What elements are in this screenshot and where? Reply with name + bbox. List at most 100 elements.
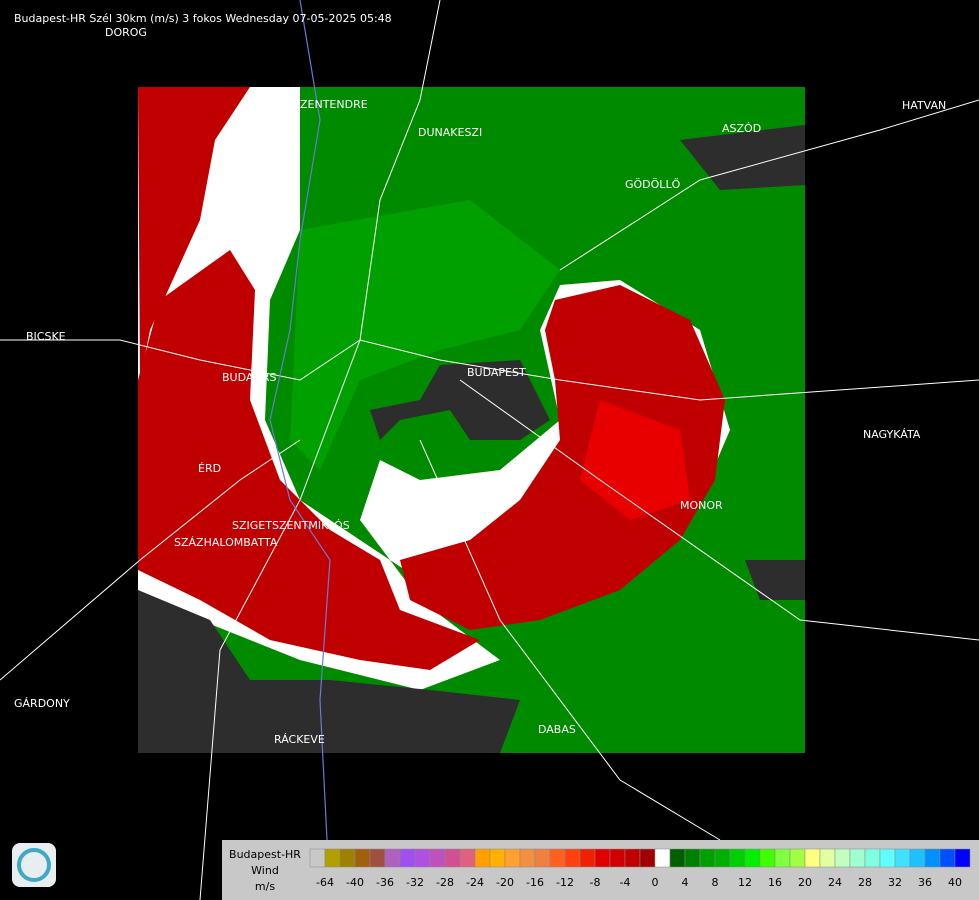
legend-swatch	[729, 848, 746, 868]
legend-swatch	[699, 848, 716, 868]
legend-swatch	[339, 848, 356, 868]
river	[269, 0, 331, 900]
legend-label: -40	[346, 876, 364, 889]
legend-swatch	[804, 848, 821, 868]
legend-swatch	[549, 848, 566, 868]
no-echo-northeast	[680, 125, 805, 190]
legend-swatch	[369, 848, 386, 868]
place-label: DUNAKESZI	[418, 126, 482, 139]
place-label: BUDAÖRS	[222, 371, 277, 384]
no-echo-east	[745, 560, 805, 600]
legend-swatch	[459, 848, 476, 868]
place-label: NAGYKÁTA	[863, 428, 921, 441]
legend-swatch	[714, 848, 731, 868]
legend-swatch	[684, 848, 701, 868]
legend-label: 24	[828, 876, 842, 889]
legend-label: 16	[768, 876, 782, 889]
legend-swatch	[924, 848, 941, 868]
legend-quantity: Wind	[251, 864, 279, 877]
no-echo-south	[138, 590, 520, 753]
radar-image	[138, 87, 805, 753]
legend-label: -32	[406, 876, 424, 889]
place-label: ÉRD	[198, 462, 221, 475]
legend-swatch	[654, 848, 671, 868]
legend-radar: Budapest-HR	[229, 848, 301, 861]
legend-label: -36	[376, 876, 394, 889]
logo	[12, 843, 56, 887]
echo-red-east	[400, 285, 725, 630]
road	[559, 99, 979, 271]
place-label: SZIGETSZENTMIKLÓS	[232, 519, 350, 532]
place-labels: DOROG SZENTENDRE DUNAKESZI HATVAN ASZÓD GÖDÖL…	[14, 26, 969, 900]
echo-light-green	[290, 200, 560, 470]
legend-label: -64	[316, 876, 334, 889]
legend: Budapest-HR Wind m/s -64 -40 -36 -32 -28 -24-…	[222, 840, 979, 900]
legend-swatch	[309, 848, 326, 868]
map-title: Budapest-HR Szél 30km (m/s) 3 fokos Wedn…	[14, 12, 392, 25]
legend-label: -8	[590, 876, 601, 889]
legend-label: -24	[466, 876, 484, 889]
place-label: GÖDÖLLŐ	[625, 177, 681, 191]
legend-label: 12	[738, 876, 752, 889]
legend-swatch	[954, 848, 971, 868]
legend-swatch	[759, 848, 776, 868]
legend-swatch	[894, 848, 911, 868]
legend-label: 40	[948, 876, 962, 889]
legend-label: -28	[436, 876, 454, 889]
logo-mark	[17, 848, 51, 882]
legend-unit: m/s	[255, 880, 275, 893]
legend-label: -12	[556, 876, 574, 889]
legend-swatch	[864, 848, 881, 868]
legend-swatch	[819, 848, 836, 868]
legend-swatch	[594, 848, 611, 868]
legend-swatch	[639, 848, 656, 868]
place-label: BICSKE	[26, 330, 66, 343]
legend-swatch	[564, 848, 581, 868]
place-label: BUDAPEST	[467, 366, 526, 379]
legend-label: 32	[888, 876, 902, 889]
legend-swatch	[444, 848, 461, 868]
echo-red-top	[138, 87, 250, 380]
legend-swatch	[624, 848, 641, 868]
place-label: DOROG	[105, 26, 147, 39]
road	[359, 0, 441, 341]
place-label: GÁRDONY	[14, 697, 70, 710]
road	[419, 439, 721, 841]
legend-label: 28	[858, 876, 872, 889]
place-label: MONOR	[680, 499, 723, 512]
place-label: DABAS	[538, 723, 576, 736]
legend-label: 4	[682, 876, 689, 889]
legend-swatch	[834, 848, 851, 868]
legend-label: -20	[496, 876, 514, 889]
legend-swatch	[519, 848, 536, 868]
legend-swatch	[774, 848, 791, 868]
legend-swatch	[354, 848, 371, 868]
legend-label: -16	[526, 876, 544, 889]
legend-swatch	[414, 848, 431, 868]
legend-swatch	[909, 848, 926, 868]
legend-swatch	[399, 848, 416, 868]
legend-label: 0	[652, 876, 659, 889]
legend-swatch	[939, 848, 956, 868]
legend-swatch	[324, 848, 341, 868]
legend-swatch	[429, 848, 446, 868]
legend-swatch	[534, 848, 551, 868]
legend-swatch	[579, 848, 596, 868]
legend-swatch	[474, 848, 491, 868]
place-label: SZÁZHALOMBATTA	[174, 536, 278, 549]
place-label: HATVAN	[902, 99, 946, 112]
legend-swatch	[384, 848, 401, 868]
legend-swatch	[669, 848, 686, 868]
road	[0, 439, 301, 681]
legend-swatch	[489, 848, 506, 868]
legend-swatch	[609, 848, 626, 868]
legend-swatch	[789, 848, 806, 868]
echo-red-west	[138, 250, 480, 670]
legend-swatch	[879, 848, 896, 868]
place-label: ASZÓD	[722, 122, 761, 135]
legend-swatch	[744, 848, 761, 868]
legend-label: -4	[620, 876, 631, 889]
echo-red-core	[580, 400, 690, 520]
place-label: SZENTENDRE	[293, 98, 368, 111]
